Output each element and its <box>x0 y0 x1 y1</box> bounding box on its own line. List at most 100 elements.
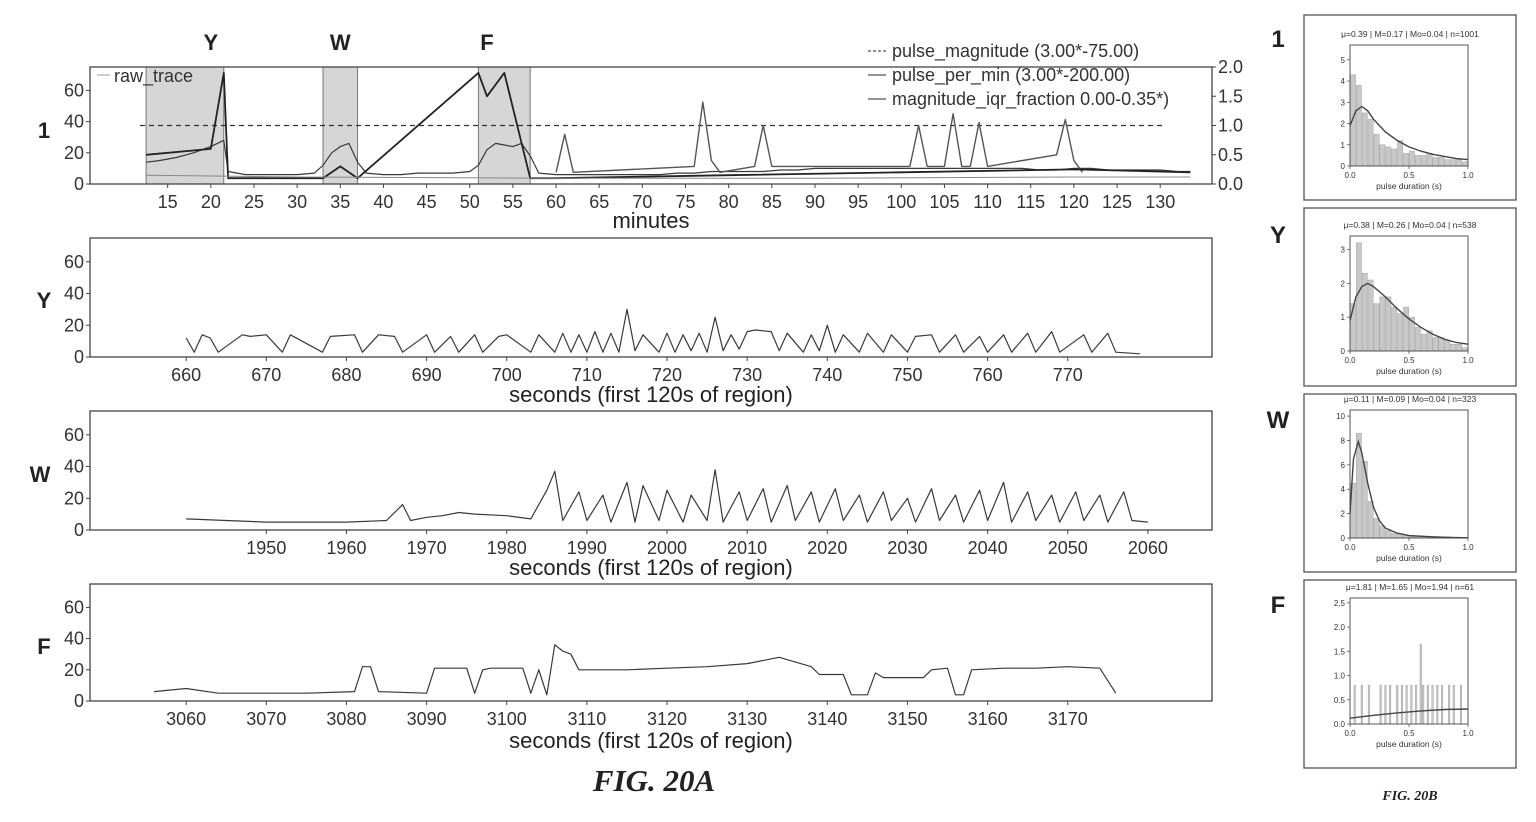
x-tick-label: 60 <box>546 192 566 212</box>
legend-entry: magnitude_iqr_fraction 0.00-0.35*) <box>892 89 1169 110</box>
y-tick-label: 2.5 <box>1334 599 1346 608</box>
histogram-bar <box>1414 327 1421 352</box>
x-tick-label: 1.0 <box>1462 356 1474 365</box>
histogram-bar <box>1420 333 1427 352</box>
x-tick-label: 65 <box>589 192 609 212</box>
y-tick-label: 20 <box>64 143 84 163</box>
histogram-bar <box>1459 685 1462 725</box>
x-tick-label: 3100 <box>487 709 527 729</box>
x-tick-label: 1950 <box>246 538 286 558</box>
x-tick-label: 2000 <box>647 538 687 558</box>
panel-label: W <box>1267 407 1290 434</box>
histogram-bar <box>1410 685 1413 725</box>
x-tick-label: 3120 <box>647 709 687 729</box>
histogram-bar <box>1373 133 1380 167</box>
histogram-bar <box>1431 685 1434 725</box>
kde-curve <box>1349 105 1469 161</box>
histogram-panel-2: Wμ=0.11 | M=0.09 | Mo=0.04 | n=323 0 2 4 6 8 1… <box>1267 393 1517 573</box>
y-tick-label: 2 <box>1341 510 1346 519</box>
histogram-bar <box>1379 144 1386 167</box>
histogram-bar <box>1391 532 1398 539</box>
histogram-bar <box>1379 685 1382 725</box>
panel-label: 1 <box>38 118 50 143</box>
x-tick-label: 3090 <box>407 709 447 729</box>
y-tick-label: 40 <box>64 629 84 649</box>
histogram-bar <box>1462 161 1468 167</box>
y-tick-label: 0 <box>74 174 84 194</box>
region-marker-label: Y <box>203 30 218 55</box>
series-line <box>555 101 1084 173</box>
y2-tick-label: 2.0 <box>1218 57 1243 77</box>
histogram-panel-0: 1 μ=0.39 | M=0.17 | Mo=0.04 | n=1001 0 1 2 3 4… <box>1271 14 1517 201</box>
x-tick-label: 720 <box>652 365 682 385</box>
x-tick-label: 0.0 <box>1344 543 1356 552</box>
histogram-bar <box>1444 340 1451 352</box>
histogram-bar <box>1420 155 1427 167</box>
histogram-frame <box>1303 14 1517 201</box>
y-tick-label: 8 <box>1341 436 1346 445</box>
histogram-bar <box>1385 296 1392 352</box>
legend-entry: raw_trace <box>114 66 193 87</box>
x-tick-label: 3150 <box>887 709 927 729</box>
x-tick-label: 85 <box>762 192 782 212</box>
histogram-stats: μ=0.38 | M=0.26 | Mo=0.04 | n=538 <box>1344 220 1477 230</box>
x-tick-label: 1.0 <box>1462 543 1474 552</box>
y-tick-label: 20 <box>64 488 84 508</box>
y-tick-label: 5 <box>1341 56 1346 65</box>
x-tick-label: 1980 <box>487 538 527 558</box>
timeseries-panel-1: 0 20 40 60 660 670 680 690 700 710 720 730 740 750 760… <box>37 237 1213 407</box>
kde-curve <box>1349 282 1469 345</box>
histogram-bar <box>1426 153 1433 167</box>
histogram-bar <box>1456 344 1463 352</box>
histogram-bar <box>1361 461 1368 539</box>
x-tick-label: 55 <box>503 192 523 212</box>
x-axis-label: seconds (first 120s of region) <box>509 382 793 407</box>
panel-label: Y <box>37 288 52 313</box>
series-line <box>185 308 1140 355</box>
histogram-bar <box>1403 153 1409 167</box>
x-tick-label: 75 <box>676 192 696 212</box>
series-line <box>146 139 1191 176</box>
histogram-bar <box>1405 685 1408 725</box>
histogram-bar <box>1350 74 1356 167</box>
histogram-frame <box>1303 393 1517 573</box>
histogram-bar <box>1438 337 1445 352</box>
y-tick-label: 10 <box>1336 412 1345 421</box>
y-tick-label: 0 <box>1341 162 1346 171</box>
x-tick-label: 770 <box>1053 365 1083 385</box>
histogram-bar <box>1367 501 1374 539</box>
y-tick-label: 1 <box>1341 313 1346 322</box>
histogram-bar <box>1436 685 1439 725</box>
histogram-bar <box>1432 157 1439 167</box>
x-tick-label: 35 <box>330 192 350 212</box>
x-tick-label: 750 <box>892 365 922 385</box>
x-tick-label: 1.0 <box>1462 171 1474 180</box>
x-axis-label: seconds (first 120s of region) <box>509 555 793 580</box>
x-tick-label: 0.0 <box>1344 171 1356 180</box>
kde-curve <box>1349 708 1469 719</box>
histogram-bar <box>1400 685 1403 725</box>
x-tick-label: 20 <box>201 192 221 212</box>
x-tick-label: 3160 <box>968 709 1008 729</box>
y-tick-label: 20 <box>64 660 84 680</box>
x-tick-label: 0.0 <box>1344 729 1356 738</box>
histogram-bar <box>1389 685 1392 725</box>
y-tick-label: 2.0 <box>1334 623 1346 632</box>
y-tick-label: 40 <box>64 112 84 132</box>
histogram-bar <box>1367 685 1370 725</box>
x-tick-label: 0.0 <box>1344 356 1356 365</box>
y-tick-label: 0 <box>74 520 84 540</box>
x-axis-label: pulse duration (s) <box>1376 181 1442 191</box>
x-tick-label: 70 <box>632 192 652 212</box>
y-tick-label: 40 <box>64 457 84 477</box>
y-tick-label: 2 <box>1341 120 1346 129</box>
y-tick-label: 4 <box>1341 77 1346 86</box>
y-tick-label: 6 <box>1341 461 1346 470</box>
x-tick-label: 45 <box>417 192 437 212</box>
region-marker-label: W <box>330 30 351 55</box>
x-tick-label: 3110 <box>568 709 607 729</box>
histogram-bar <box>1426 685 1429 725</box>
